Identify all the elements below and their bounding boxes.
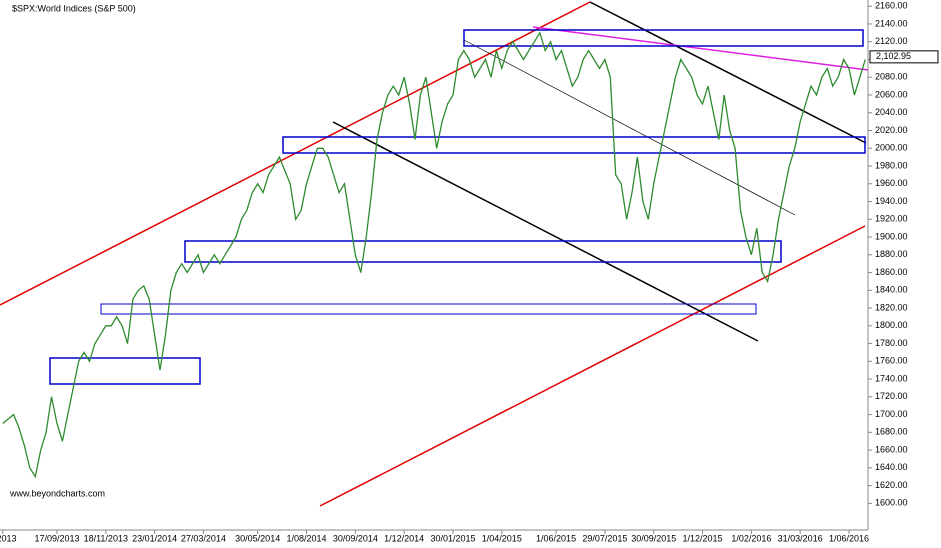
x-tick-label: 7/2013: [0, 533, 16, 543]
x-tick-label: 18/11/2013: [84, 533, 128, 543]
x-tick-label: 29/07/2015: [582, 533, 627, 543]
y-tick-label: 2020.00: [875, 125, 908, 135]
y-tick-label: 1660.00: [875, 444, 908, 454]
drawings: [0, 1, 869, 507]
x-tick-label: 1/12/2015: [683, 533, 723, 543]
y-tick-label: 2060.00: [875, 89, 908, 99]
y-tick-label: 1740.00: [875, 373, 908, 383]
watermark: www.beyondcharts.com: [9, 488, 105, 498]
trend-line: [463, 39, 796, 216]
y-tick-label: 1880.00: [875, 249, 908, 259]
y-tick-label: 1640.00: [875, 462, 908, 472]
chart-title: $SPX:World Indices (S&P 500): [12, 3, 136, 13]
x-tick-label: 1/02/2016: [731, 533, 771, 543]
y-tick-label: 1680.00: [875, 427, 908, 437]
x-tick-label: 30/01/2015: [430, 533, 475, 543]
y-tick-label: 1900.00: [875, 231, 908, 241]
x-tick-label: 30/09/2015: [631, 533, 676, 543]
y-tick-label: 1820.00: [875, 302, 908, 312]
y-tick-label: 1720.00: [875, 391, 908, 401]
x-tick-label: 1/06/2016: [829, 533, 869, 543]
y-tick-label: 1760.00: [875, 356, 908, 366]
x-tick-label: 17/09/2013: [34, 533, 79, 543]
x-tick-label: 1/06/2015: [536, 533, 576, 543]
y-tick-label: 1940.00: [875, 196, 908, 206]
channel-line: [319, 225, 866, 507]
last-price-label: 2,102.95: [876, 51, 911, 61]
y-tick-label: 1620.00: [875, 480, 908, 490]
x-tick-label: 1/12/2014: [384, 533, 424, 543]
zone-box: [463, 29, 864, 47]
y-tick-label: 1700.00: [875, 409, 908, 419]
y-tick-label: 2160.00: [875, 1, 908, 11]
last-price-box: [869, 50, 939, 64]
y-tick-label: 2080.00: [875, 72, 908, 82]
y-tick-label: 1800.00: [875, 320, 908, 330]
x-tick-label: 30/05/2014: [235, 533, 280, 543]
y-tick-label: 2140.00: [875, 18, 908, 28]
y-tick-label: 1860.00: [875, 267, 908, 277]
y-tick-label: 2000.00: [875, 143, 908, 153]
resistance-line: [532, 26, 869, 71]
y-tick-label: 1600.00: [875, 498, 908, 508]
y-tick-label: 1780.00: [875, 338, 908, 348]
y-tick-label: 1920.00: [875, 214, 908, 224]
zone-box: [100, 303, 757, 315]
x-tick-label: 27/03/2014: [181, 533, 226, 543]
x-tick-label: 31/03/2016: [778, 533, 823, 543]
x-tick-label: 30/09/2014: [333, 533, 378, 543]
x-tick-label: 1/08/2014: [286, 533, 326, 543]
x-tick-label: 1/04/2015: [482, 533, 522, 543]
x-tick-label: 23/01/2014: [132, 533, 177, 543]
y-tick-label: 1840.00: [875, 285, 908, 295]
zone-box: [49, 357, 201, 385]
y-tick-label: 1960.00: [875, 178, 908, 188]
y-tick-label: 1980.00: [875, 160, 908, 170]
trend-line: [589, 1, 867, 144]
zone-box: [184, 240, 782, 263]
price-line: [2, 31, 866, 479]
y-tick-label: 2120.00: [875, 36, 908, 46]
y-tick-label: 2040.00: [875, 107, 908, 117]
zone-box: [282, 136, 866, 154]
